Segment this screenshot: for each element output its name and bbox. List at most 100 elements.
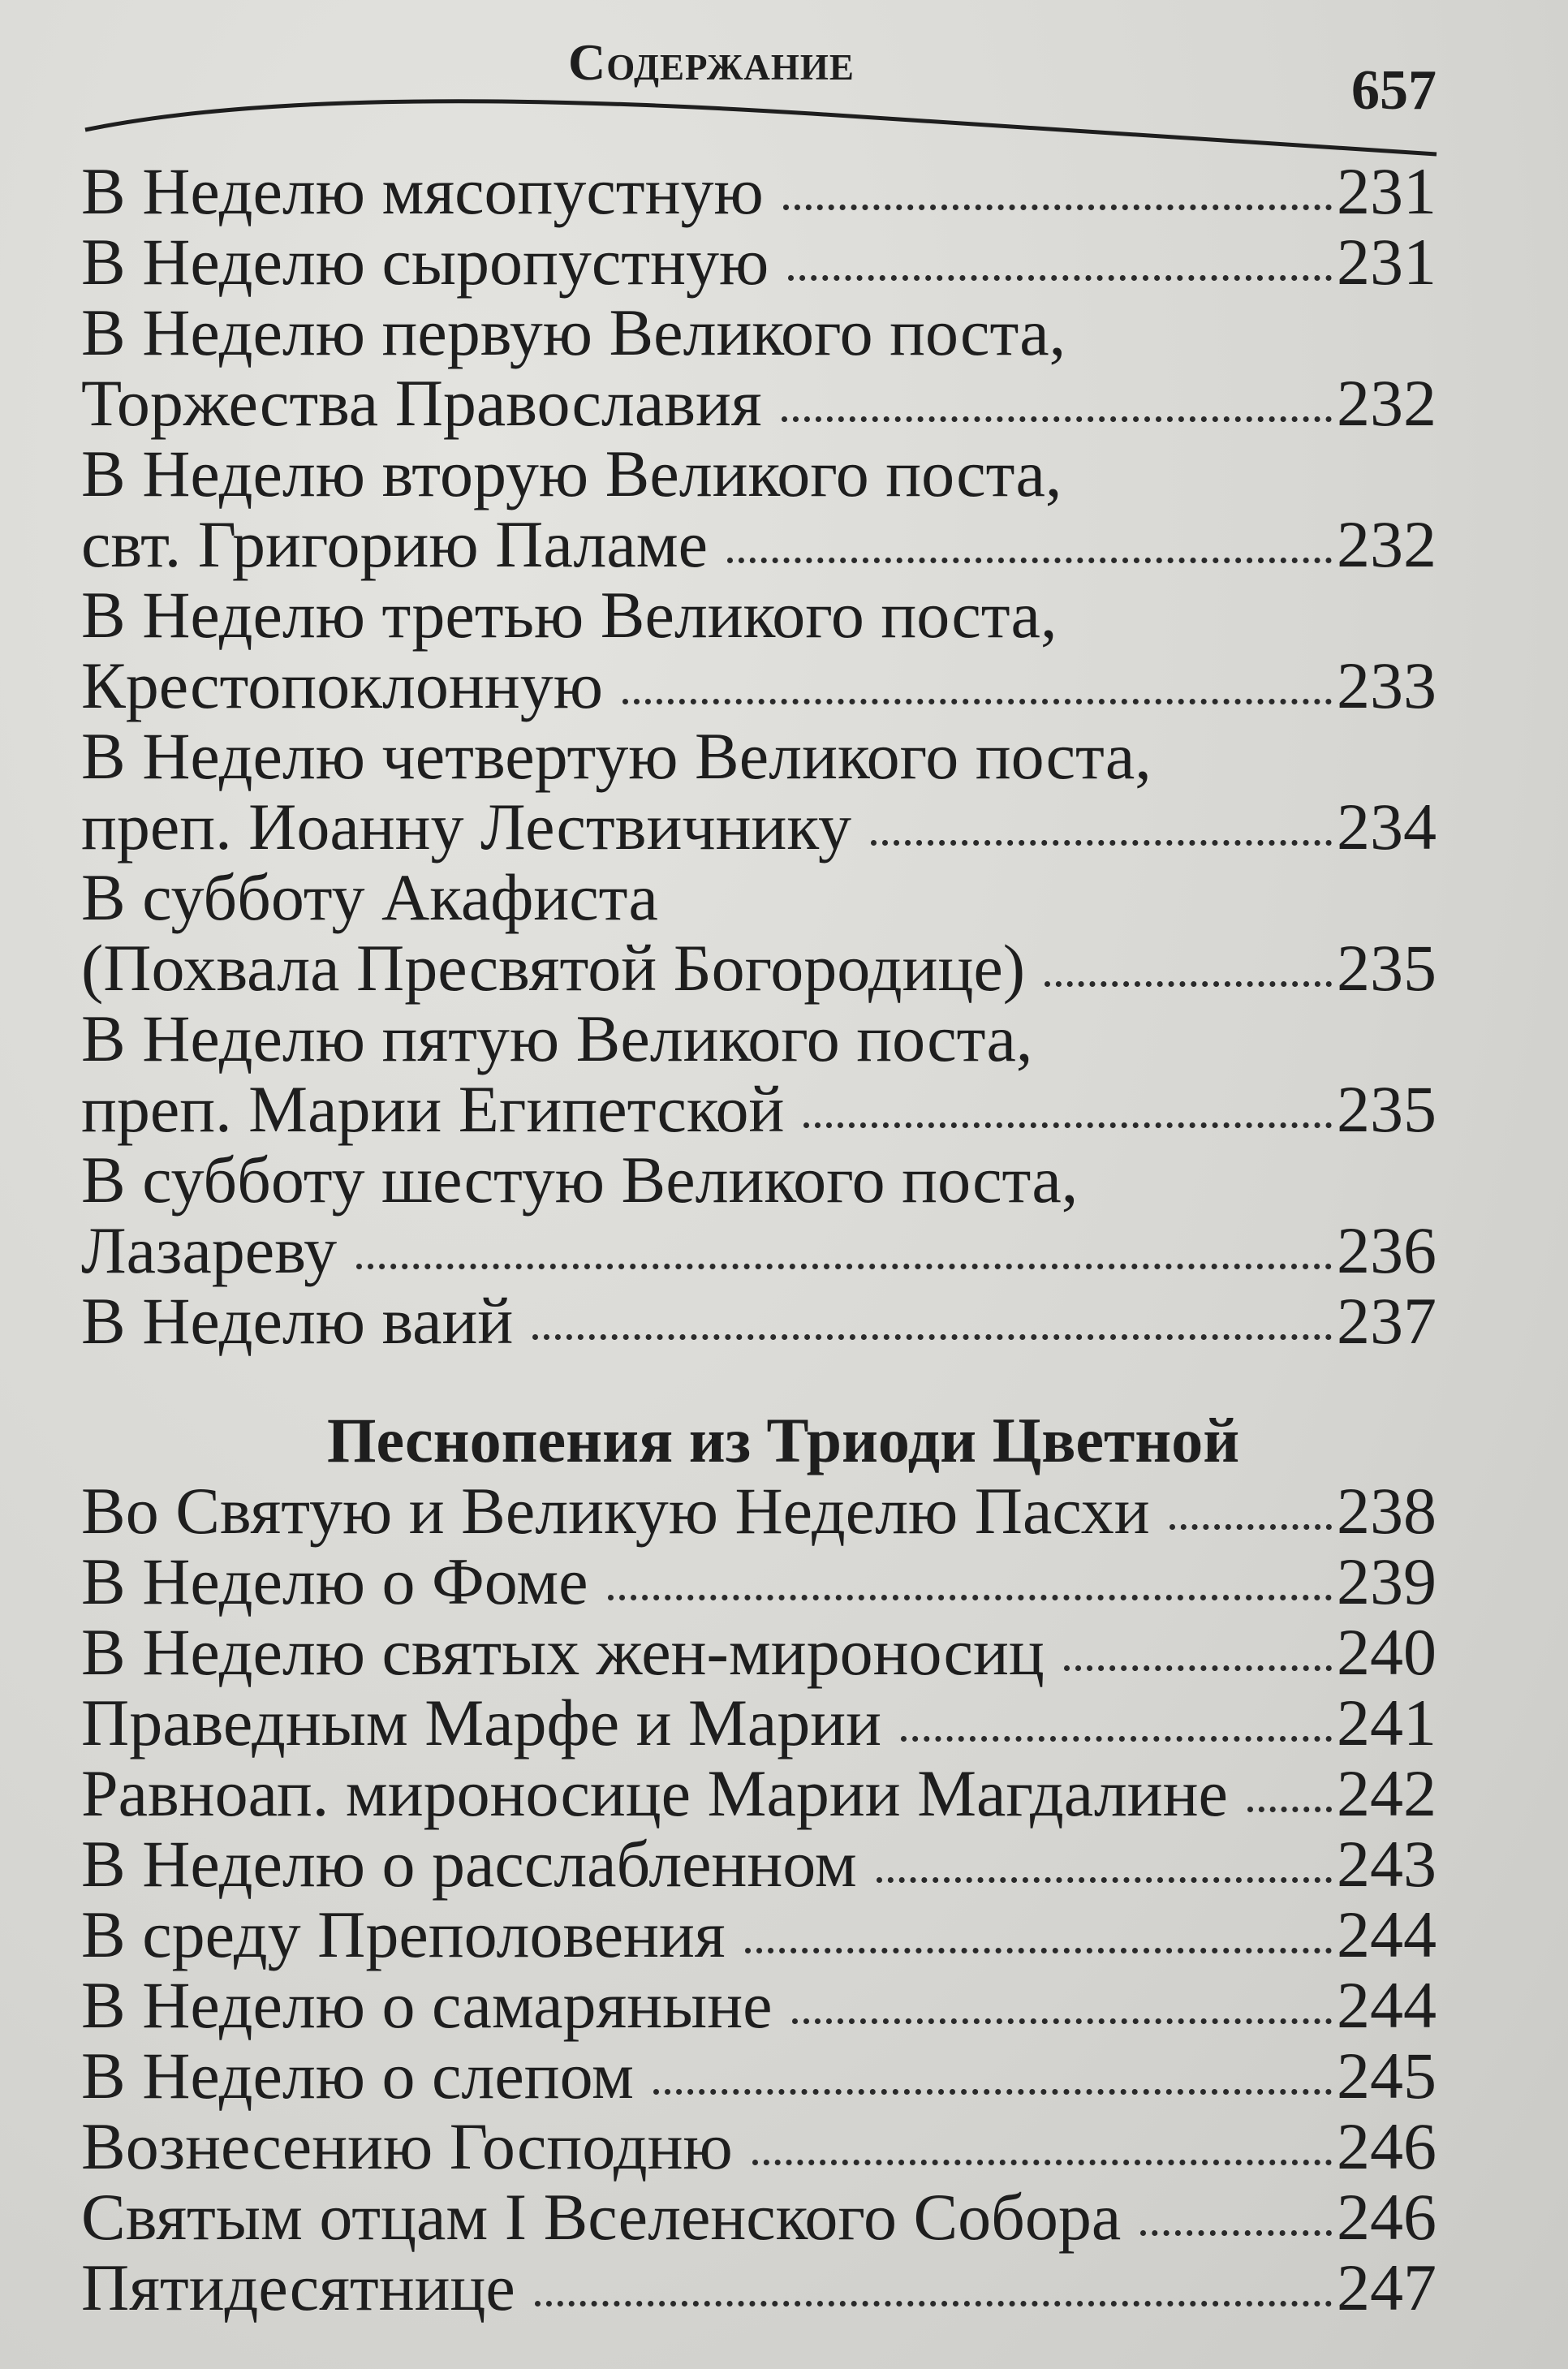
toc-entry-title: Крестопоклонную [81,648,603,722]
dot-leader [622,699,1332,704]
dot-leader [356,1264,1332,1269]
toc-page-number: 237 [1337,1284,1437,1358]
dot-leader [781,416,1332,422]
toc-entry-title: В Неделю мясопустную [81,154,764,228]
toc-page-number: 240 [1337,1615,1437,1689]
toc-page-number: 234 [1337,790,1437,864]
toc-entry-title: Лазареву [81,1213,338,1287]
toc-entry: В Неделю о слепом 245 [81,2040,1437,2111]
toc-entry: В Неделю мясопустную 231 [81,156,1437,226]
toc-entry: Торжества Православия 232 [81,368,1437,438]
header-rule [84,99,1437,157]
dot-leader [1247,1807,1332,1812]
dot-leader [1140,2230,1332,2236]
toc-entry-line: В Неделю третью Великого поста, [81,579,1437,650]
toc-entry-line: В Неделю первую Великого поста, [81,297,1437,368]
dot-leader [791,2018,1332,2024]
toc-page-number: 246 [1337,2180,1437,2254]
toc-entry: В Неделю о самаряныне 244 [81,1970,1437,2040]
toc-entry: преп. Иоанну Лествичнику 234 [81,791,1437,862]
toc-entry-title: преп. Иоанну Лествичнику [81,790,852,864]
toc-page-number: 231 [1337,154,1437,228]
toc-entry: В Неделю о расслабленном 243 [81,1828,1437,1899]
dot-leader [752,2160,1332,2165]
toc-page-number: 231 [1337,225,1437,299]
toc-entry: Вознесению Господню 246 [81,2111,1437,2182]
toc-page-number: 232 [1337,507,1437,581]
dot-leader [901,1736,1332,1742]
table-of-contents: В Неделю мясопустную 231 В Неделю сыропуст… [81,156,1437,2323]
toc-entry-title: В Неделю сыропустную [81,225,769,299]
section-heading: Песнопения из Триоди Цветной [326,1405,1240,1475]
toc-entry: В Неделю святых жен-мироносиц 240 [81,1617,1437,1687]
dot-leader [876,1877,1332,1883]
toc-page-number: 244 [1337,1968,1437,2042]
toc-entry: В Неделю сыропустную 231 [81,226,1437,297]
toc-entry-line: В Неделю пятую Великого поста, [81,1003,1437,1074]
toc-page-number: 241 [1337,1686,1437,1760]
toc-entry: Святым отцам I Вселенского Собора 246 [81,2182,1437,2252]
toc-page-number: 247 [1337,2251,1437,2324]
toc-entry-title: Торжества Православия [81,366,762,440]
toc-entry-title: В Неделю о Фоме [81,1544,588,1618]
toc-entry-title: Вознесению Господню [81,2109,733,2183]
toc-entry-title: В субботу Акафиста [81,860,658,934]
toc-entry: Равноап. мироносице Марии Магдалине 242 [81,1758,1437,1828]
toc-entry: В Неделю о Фоме 239 [81,1546,1437,1617]
toc-entry-title: В Неделю третью Великого поста, [81,578,1058,652]
dot-leader [727,558,1332,563]
dot-leader [871,840,1332,846]
toc-page-number: 235 [1337,931,1437,1005]
toc-entry-title: В Неделю о расслабленном [81,1827,857,1901]
dot-leader [803,1122,1332,1128]
toc-entry: свт. Григорию Паламе 232 [81,509,1437,579]
toc-entry: Лазареву 236 [81,1215,1437,1286]
toc-page-number: 244 [1337,1897,1437,1971]
toc-page-number: 242 [1337,1756,1437,1830]
toc-entry: Крестопоклонную 233 [81,650,1437,721]
toc-entry-title: Святым отцам I Вселенского Собора [81,2180,1122,2254]
toc-page-number: 245 [1337,2039,1437,2113]
toc-entry-title: В субботу шестую Великого поста, [81,1143,1079,1217]
toc-entry-title: Равноап. мироносице Марии Магдалине [81,1756,1228,1830]
dot-leader [653,2089,1332,2095]
toc-page-number: 233 [1337,648,1437,722]
toc-page-number: 243 [1337,1827,1437,1901]
toc-page-number: 246 [1337,2109,1437,2183]
toc-entry-title: свт. Григорию Паламе [81,507,709,581]
toc-page-number: 239 [1337,1544,1437,1618]
toc-entry: преп. Марии Египетской 235 [81,1074,1437,1144]
dot-leader [1045,981,1332,987]
dot-leader [744,1948,1332,1953]
toc-page-number: 238 [1337,1474,1437,1548]
dot-leader [534,2301,1332,2307]
toc-entry: (Похвала Пресвятой Богородице) 235 [81,933,1437,1003]
page-number: 657 [1351,59,1437,122]
toc-entry-title: преп. Марии Египетской [81,1072,785,1146]
toc-page-number: 232 [1337,366,1437,440]
toc-entry-title: В Неделю о самаряныне [81,1968,773,2042]
dot-leader [788,275,1332,281]
toc-entry: Во Святую и Великую Неделю Пасхи 238 [81,1475,1437,1546]
toc-entry-line: В Неделю четвертую Великого поста, [81,721,1437,791]
dot-leader [1063,1665,1332,1671]
toc-entry-line: В субботу шестую Великого поста, [81,1144,1437,1215]
dot-leader [782,205,1332,210]
toc-entry-title: В Неделю вторую Великого поста, [81,437,1062,510]
toc-entry-title: В Неделю о слепом [81,2039,634,2113]
toc-entry: В среду Преполовения 244 [81,1899,1437,1970]
toc-entry-title: Праведным Марфе и Марии [81,1686,882,1760]
toc-entry-line: В Неделю вторую Великого поста, [81,438,1437,509]
toc-entry-title: Пятидесятнице [81,2251,515,2324]
toc-page-number: 235 [1337,1072,1437,1146]
toc-entry-title: В Неделю первую Великого поста, [81,295,1066,369]
toc-entry-title: В Неделю пятую Великого поста, [81,1001,1033,1075]
toc-entry: Пятидесятнице 247 [81,2252,1437,2323]
dot-leader [607,1595,1332,1600]
dot-leader [1169,1524,1332,1530]
toc-entry-title: (Похвала Пресвятой Богородице) [81,931,1026,1005]
toc-entry: Праведным Марфе и Марии 241 [81,1687,1437,1758]
dot-leader [532,1334,1332,1340]
toc-entry-line: В субботу Акафиста [81,862,1437,933]
running-header-title: Содержание [568,33,855,91]
